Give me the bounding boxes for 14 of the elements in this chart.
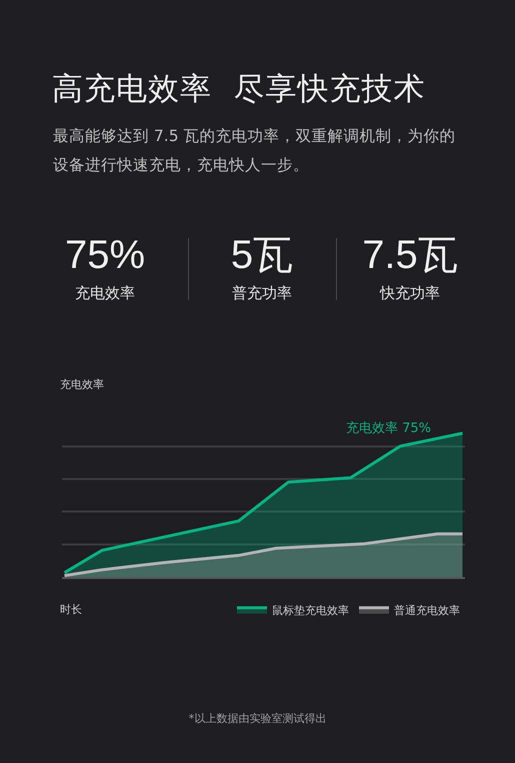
legend-label: 鼠标垫充电效率 (272, 604, 349, 618)
text: 5瓦 (230, 232, 294, 278)
y-axis-title: 充电效率 (60, 378, 104, 391)
chart-subtitle: 最高能够达到 7.5 瓦的充电功率，双重解调机制，为你的设备进行快速充电，充电快人一步。 (53, 126, 457, 176)
text: 充电效率 (74, 284, 136, 303)
text: 快充功率 (378, 284, 441, 303)
legend-label: 普通充电效率 (394, 604, 460, 618)
annotation: 充电效率 75% (346, 420, 432, 436)
text: *以上数据由实验室测试得出 (188, 711, 328, 726)
text: 普充功率 (231, 284, 293, 303)
x-axis-title: 时长 (60, 603, 82, 616)
text: 7.5瓦 (361, 232, 459, 278)
text: 75% (64, 232, 146, 278)
chart-title: 高充电效率 尽享快充技术 (52, 70, 426, 109)
